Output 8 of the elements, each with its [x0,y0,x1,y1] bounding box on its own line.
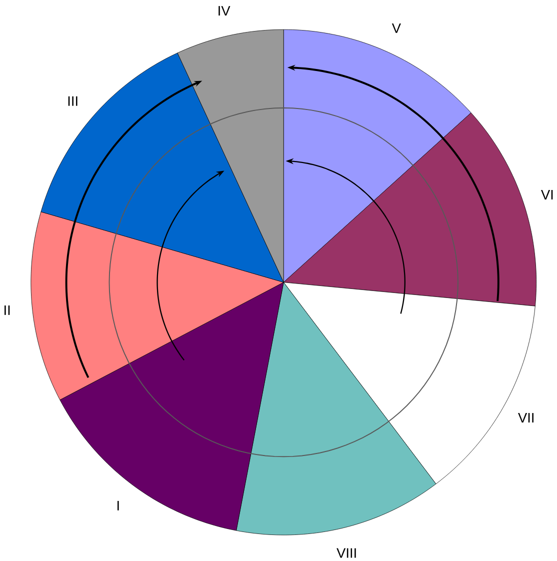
slice-label: IV [218,6,230,16]
slice-label: III [68,96,78,106]
slice-label: VI [540,190,553,200]
slice-label: VII [518,413,534,422]
slice-label: I [117,500,119,510]
slice-label: II [4,305,10,315]
slice-label: V [392,23,401,33]
slice-label: VIII [336,548,356,558]
